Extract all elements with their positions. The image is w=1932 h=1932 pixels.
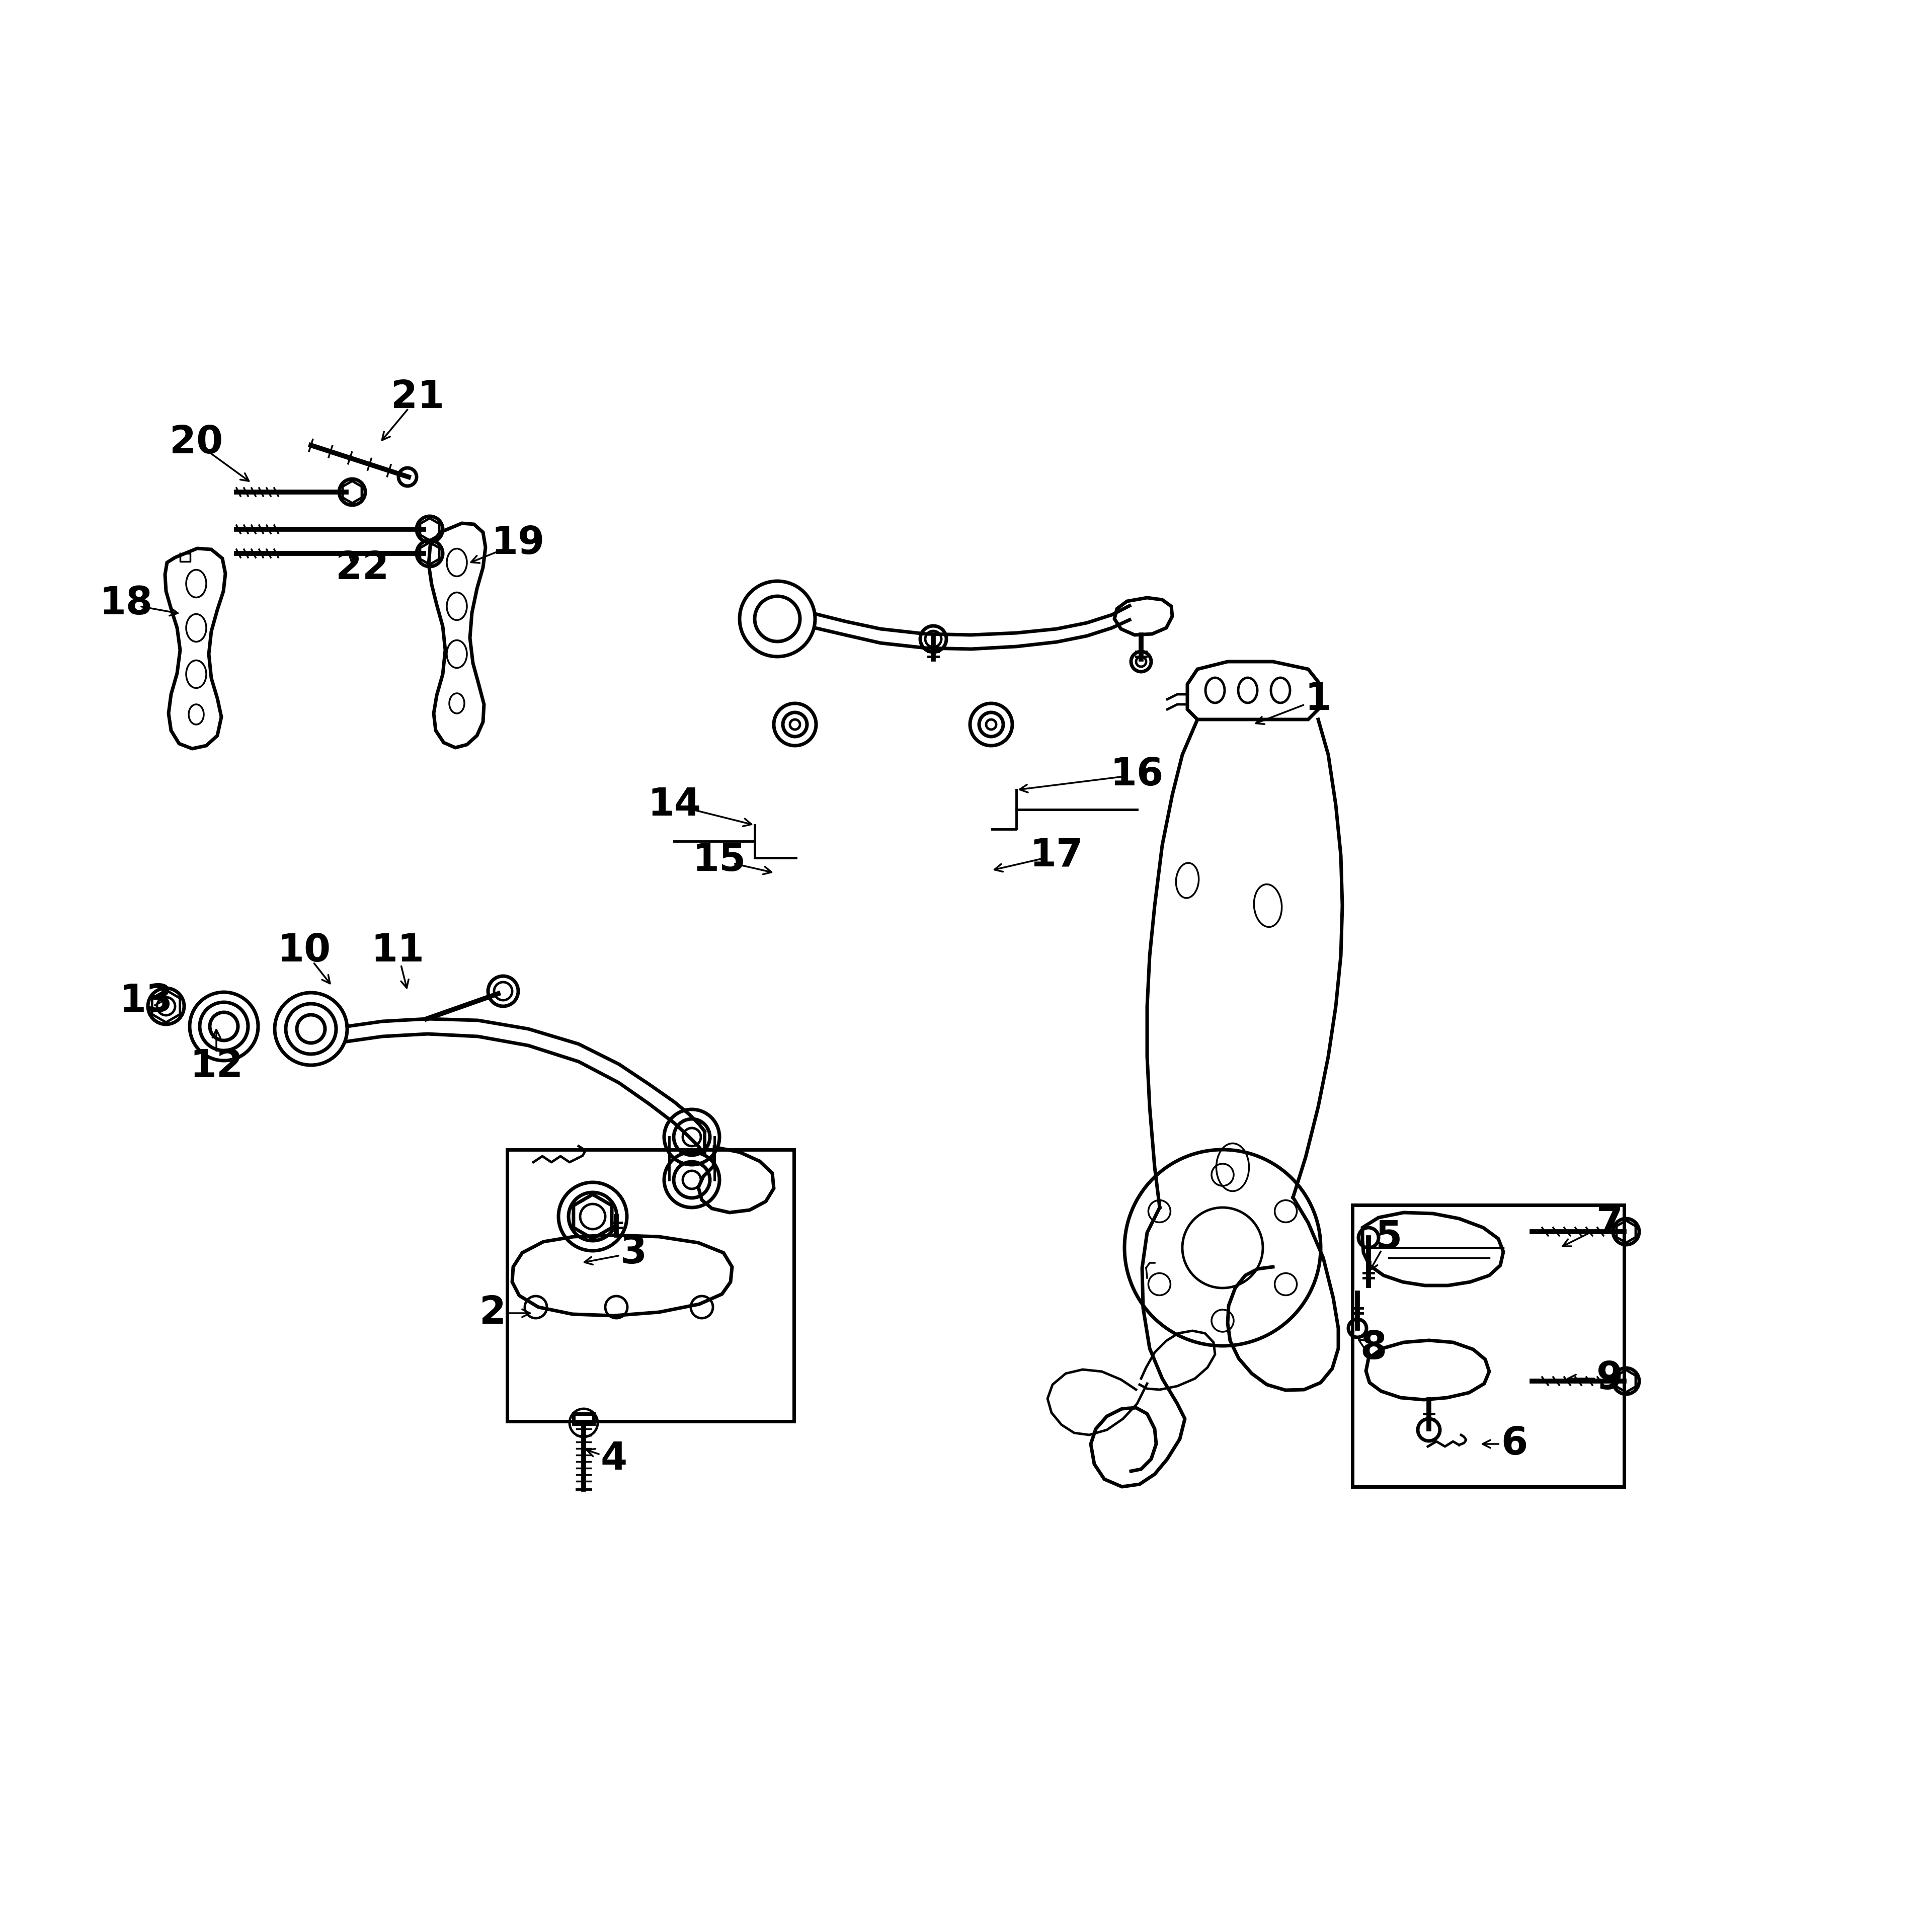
- Text: 20: 20: [170, 425, 222, 462]
- Bar: [574, 1414, 593, 1424]
- Text: 8: 8: [1360, 1329, 1387, 1368]
- Text: 6: 6: [1501, 1426, 1528, 1463]
- Text: 18: 18: [99, 585, 153, 622]
- Text: 22: 22: [336, 551, 388, 587]
- Text: 2: 2: [479, 1294, 506, 1331]
- Text: 14: 14: [647, 786, 701, 823]
- Text: 17: 17: [1030, 837, 1084, 873]
- Text: 11: 11: [371, 933, 425, 970]
- Text: 7: 7: [1596, 1204, 1623, 1240]
- Text: 16: 16: [1111, 755, 1163, 794]
- Text: 5: 5: [1376, 1219, 1403, 1256]
- Text: 9: 9: [1596, 1360, 1623, 1397]
- Bar: [506, 1150, 794, 1422]
- Text: 21: 21: [390, 379, 444, 415]
- Text: 10: 10: [278, 933, 330, 970]
- Text: 1: 1: [1304, 680, 1331, 719]
- Text: 12: 12: [189, 1047, 243, 1086]
- Text: 19: 19: [491, 526, 545, 562]
- Text: 13: 13: [120, 983, 172, 1020]
- Text: 15: 15: [694, 842, 746, 879]
- Text: 4: 4: [601, 1441, 628, 1478]
- Text: 3: 3: [620, 1235, 647, 1271]
- Bar: [1352, 1206, 1625, 1488]
